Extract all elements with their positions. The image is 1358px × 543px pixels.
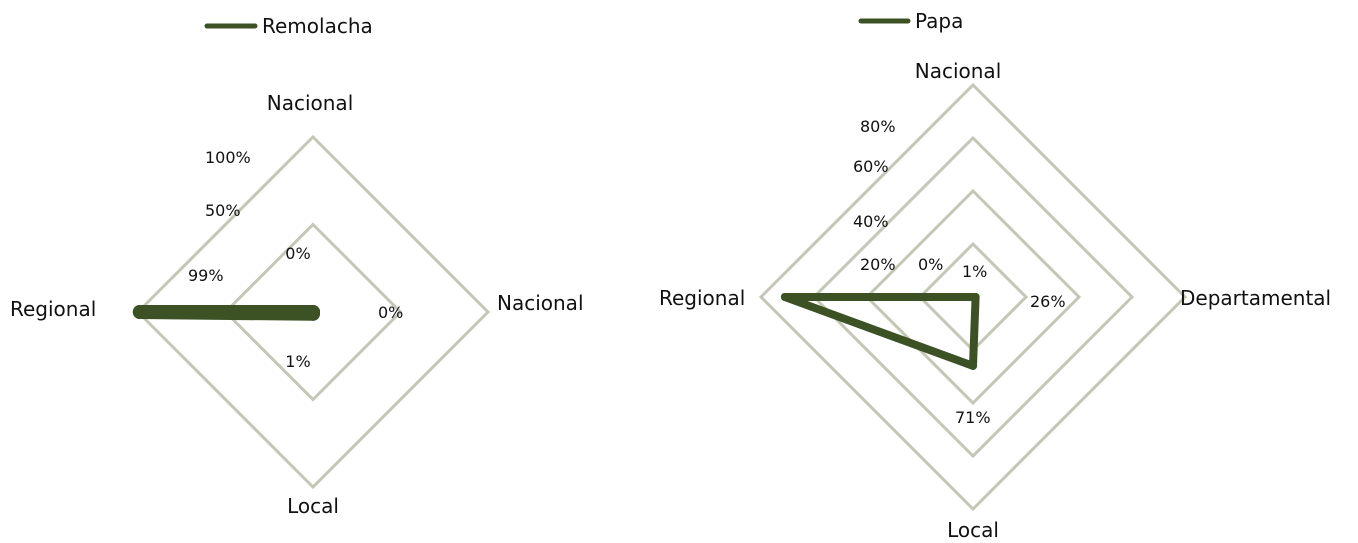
chart-2-series-line	[780, 293, 980, 370]
chart-2-data-label: 26%	[1030, 292, 1066, 311]
chart-2-axis-label-right: Departamental	[1180, 286, 1331, 310]
chart-1-axis-label-bottom: Local	[287, 494, 339, 518]
chart-2-legend: Papa	[858, 9, 963, 33]
chart-1-series	[132, 305, 320, 321]
chart-2-data-label: 71%	[955, 408, 991, 427]
chart-2-tick-label: 40%	[853, 212, 889, 231]
chart-2-data-label: 0%	[918, 255, 943, 274]
chart-1-axis-label-top: Nacional	[267, 91, 354, 115]
chart-1-axis-label-right: Nacional	[497, 291, 584, 315]
chart-1-data-label: 1%	[285, 352, 310, 371]
chart-1-grid	[135, 134, 491, 490]
chart-2-data-point	[971, 293, 980, 301]
chart-remolacha: Remolacha Nacional Nacional Local Region…	[10, 14, 584, 518]
chart-2-legend-label: Papa	[915, 9, 963, 33]
chart-2-data-point	[969, 361, 977, 370]
chart-2-axis-label-bottom: Local	[947, 518, 999, 542]
chart-1-tick-label: 100%	[205, 148, 251, 167]
chart-1-grid-ring	[223, 222, 403, 402]
chart-1-series-line	[132, 305, 320, 321]
chart-1-data-point	[306, 306, 320, 321]
chart-2-data-point	[780, 293, 789, 301]
chart-2-tick-label: 80%	[860, 117, 896, 136]
chart-1-grid-ring	[135, 134, 491, 490]
chart-1-data-label: 99%	[188, 266, 224, 285]
chart-2-grid-ring	[758, 82, 1188, 512]
chart-2-data-label: 1%	[962, 262, 987, 281]
chart-1-legend: Remolacha	[204, 14, 373, 38]
chart-2-grid-ring	[864, 188, 1082, 406]
chart-2-tick-label: 60%	[853, 157, 889, 176]
chart-2-axis-label-left: Regional	[659, 286, 745, 310]
chart-2-grid	[758, 82, 1188, 512]
chart-1-tick-label: 50%	[205, 201, 241, 220]
chart-1-data-point	[132, 305, 147, 319]
chart-1-data-label: 0%	[378, 303, 403, 322]
chart-2-grid-ring	[811, 135, 1135, 459]
chart-papa: Papa Nacional Departamental Local Region…	[659, 9, 1331, 542]
chart-1-axis-label-left: Regional	[10, 297, 96, 321]
chart-2-tick-label: 20%	[860, 255, 896, 274]
chart-1-data-label: 0%	[285, 244, 310, 263]
chart-1-legend-label: Remolacha	[262, 14, 373, 38]
chart-2-series	[780, 293, 980, 370]
chart-2-axis-label-top: Nacional	[915, 59, 1002, 83]
